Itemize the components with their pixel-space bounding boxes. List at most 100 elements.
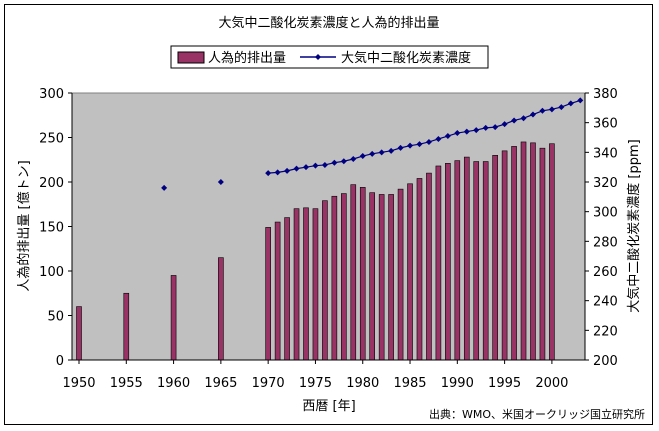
- bar-1974: [303, 207, 309, 361]
- bar-2000: [549, 143, 555, 361]
- y-left-tick-label-100: 100: [39, 265, 64, 280]
- co2-point-1959: [161, 184, 168, 191]
- co2-point-1974: [302, 164, 309, 171]
- y-right-tick-label-300: 300: [593, 206, 618, 221]
- plot-area: [71, 92, 586, 361]
- x-axis-title: 西暦 [年]: [302, 399, 355, 414]
- x-tick-label-1990: 1990: [441, 376, 474, 391]
- bar-1971: [274, 221, 281, 361]
- x-tick-label-1960: 1960: [157, 376, 190, 391]
- co2-point-1979: [350, 156, 357, 163]
- bar-1986: [416, 178, 423, 361]
- bar-1970: [265, 227, 271, 361]
- bar-1950: [76, 306, 82, 361]
- x-tick-label-2000: 2000: [535, 376, 568, 391]
- bar-1979: [350, 184, 357, 361]
- co2-point-1993: [482, 124, 489, 131]
- bar-1990: [454, 160, 461, 361]
- bar-1984: [397, 188, 404, 361]
- co2-point-1994: [492, 124, 499, 131]
- x-tick-label-1975: 1975: [299, 376, 332, 391]
- x-tick-label-1980: 1980: [346, 376, 379, 391]
- co2-point-1973: [293, 165, 300, 172]
- y-right-tick-label-260: 260: [593, 265, 618, 280]
- bar-1980: [359, 187, 366, 361]
- y-right-axis-title: 大気中二酸化炭素濃度 [ppm]: [626, 139, 642, 312]
- co2-point-1978: [340, 158, 347, 165]
- bar-1985: [407, 183, 413, 361]
- y-right-tick-label-200: 200: [593, 354, 618, 369]
- co2-point-1977: [331, 159, 338, 166]
- y-right-tick-label-340: 340: [593, 146, 618, 161]
- bar-1977: [331, 195, 338, 361]
- bar-series: [76, 141, 555, 361]
- co2-markers: [161, 97, 584, 191]
- x-tick-label-1950: 1950: [62, 376, 95, 391]
- y-right-tick-label-360: 360: [593, 117, 618, 132]
- bar-1993: [482, 161, 489, 361]
- co2-point-1999: [539, 107, 546, 114]
- y-right-tick-label-280: 280: [593, 235, 618, 250]
- x-tick-label-1965: 1965: [204, 376, 237, 391]
- y-left-tick-label-0: 0: [56, 354, 64, 369]
- bar-1982: [378, 194, 385, 361]
- bar-1987: [426, 172, 432, 361]
- legend: 人為的排出量 大気中二酸化炭素濃度: [170, 45, 489, 69]
- bar-1955: [123, 292, 130, 361]
- bar-1995: [501, 150, 508, 361]
- bar-1960: [170, 275, 177, 361]
- bar-1978: [341, 193, 347, 361]
- bar-1988: [435, 165, 442, 361]
- co2-point-1975: [312, 162, 319, 169]
- co2-point-1992: [473, 127, 480, 134]
- bar-1997: [520, 141, 527, 361]
- legend-swatch-bar: [177, 51, 205, 64]
- co2-point-1995: [501, 121, 508, 128]
- axes: [68, 92, 589, 364]
- co2-point-1986: [416, 141, 423, 148]
- bar-1992: [473, 161, 480, 361]
- bar-1981: [369, 192, 375, 361]
- y-left-tick-label-150: 150: [39, 221, 64, 236]
- bar-1996: [511, 146, 517, 361]
- co2-point-1982: [378, 149, 385, 156]
- bar-1994: [492, 155, 498, 361]
- bar-1965: [218, 257, 224, 361]
- co2-point-1981: [369, 150, 376, 157]
- bar-1972: [284, 217, 290, 361]
- x-tick-labels: 1950 1955 1960 1965 1970 1975 1980 1985 1990 1995…: [62, 376, 568, 391]
- x-tick-label-1970: 1970: [252, 376, 285, 391]
- co2-point-1971: [274, 169, 281, 176]
- y-right-tick-label-320: 320: [593, 176, 618, 191]
- y-right-tick-label-220: 220: [593, 324, 618, 339]
- bar-1989: [445, 163, 451, 361]
- bar-1999: [539, 147, 546, 361]
- x-tick-label-1985: 1985: [393, 376, 426, 391]
- co2-point-1965: [217, 179, 224, 185]
- co2-point-1983: [388, 147, 395, 154]
- co2-point-1976: [321, 161, 328, 168]
- co2-point-1998: [529, 111, 536, 118]
- bar-1976: [322, 200, 328, 361]
- y-left-tick-label-50: 50: [47, 310, 64, 325]
- bar-1975: [312, 208, 319, 361]
- legend-swatch-marker: [315, 54, 321, 60]
- y-left-tick-label-300: 300: [39, 87, 64, 102]
- bar-1998: [530, 142, 536, 361]
- co2-point-1988: [435, 135, 442, 142]
- y-right-tick-label-240: 240: [593, 295, 618, 310]
- co2-point-1980: [359, 153, 366, 160]
- bar-1973: [293, 208, 300, 361]
- source-note: 出典：WMO、米国オークリッジ国立研究所: [429, 407, 645, 421]
- y-left-axis-title: 人為的排出量 [億トン]: [16, 160, 32, 291]
- legend-label-line: 大気中二酸化炭素濃度: [341, 50, 471, 66]
- y-left-tick-label-250: 250: [39, 132, 64, 147]
- co2-point-1997: [520, 115, 527, 122]
- co2-point-1972: [284, 167, 291, 174]
- y-right-tick-label-380: 380: [593, 87, 618, 102]
- co2-point-1996: [511, 117, 518, 124]
- x-tick-label-1955: 1955: [110, 376, 143, 391]
- co2-point-1989: [444, 133, 451, 140]
- co2-line: [268, 99, 581, 174]
